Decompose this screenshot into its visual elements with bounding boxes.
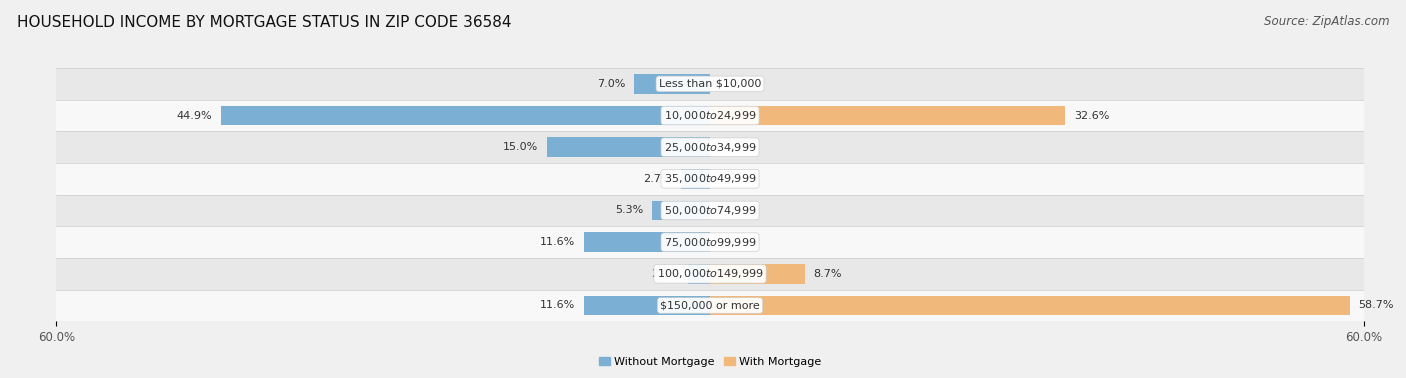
Bar <box>56 195 1364 226</box>
Bar <box>583 232 710 252</box>
Text: 15.0%: 15.0% <box>502 142 538 152</box>
Bar <box>56 290 1364 321</box>
Text: 7.0%: 7.0% <box>596 79 626 89</box>
Bar <box>710 264 804 284</box>
Bar <box>56 163 1364 195</box>
Text: $75,000 to $99,999: $75,000 to $99,999 <box>664 235 756 249</box>
Text: HOUSEHOLD INCOME BY MORTGAGE STATUS IN ZIP CODE 36584: HOUSEHOLD INCOME BY MORTGAGE STATUS IN Z… <box>17 15 512 30</box>
Text: 44.9%: 44.9% <box>176 110 212 121</box>
Bar <box>56 226 1364 258</box>
Text: 58.7%: 58.7% <box>1358 301 1393 310</box>
Bar <box>634 74 710 94</box>
Text: 11.6%: 11.6% <box>540 301 575 310</box>
Text: 8.7%: 8.7% <box>814 269 842 279</box>
Bar <box>221 106 710 125</box>
Text: $100,000 to $149,999: $100,000 to $149,999 <box>657 267 763 280</box>
Bar <box>710 106 1066 125</box>
Text: $35,000 to $49,999: $35,000 to $49,999 <box>664 172 756 185</box>
Bar <box>689 264 710 284</box>
Bar <box>547 137 710 157</box>
Text: $25,000 to $34,999: $25,000 to $34,999 <box>664 141 756 154</box>
Bar <box>652 201 710 220</box>
Bar <box>56 68 1364 100</box>
Bar <box>56 100 1364 132</box>
Text: $10,000 to $24,999: $10,000 to $24,999 <box>664 109 756 122</box>
Bar <box>56 258 1364 290</box>
Text: Source: ZipAtlas.com: Source: ZipAtlas.com <box>1264 15 1389 28</box>
Legend: Without Mortgage, With Mortgage: Without Mortgage, With Mortgage <box>595 352 825 372</box>
Text: 32.6%: 32.6% <box>1074 110 1109 121</box>
Text: 2.7%: 2.7% <box>644 174 672 184</box>
Bar <box>681 169 710 189</box>
Text: 2.0%: 2.0% <box>651 269 679 279</box>
Text: $150,000 or more: $150,000 or more <box>661 301 759 310</box>
Text: $50,000 to $74,999: $50,000 to $74,999 <box>664 204 756 217</box>
Text: 11.6%: 11.6% <box>540 237 575 247</box>
Bar <box>583 296 710 315</box>
Text: Less than $10,000: Less than $10,000 <box>659 79 761 89</box>
Bar <box>56 132 1364 163</box>
Text: 5.3%: 5.3% <box>616 206 644 215</box>
Bar <box>710 296 1350 315</box>
